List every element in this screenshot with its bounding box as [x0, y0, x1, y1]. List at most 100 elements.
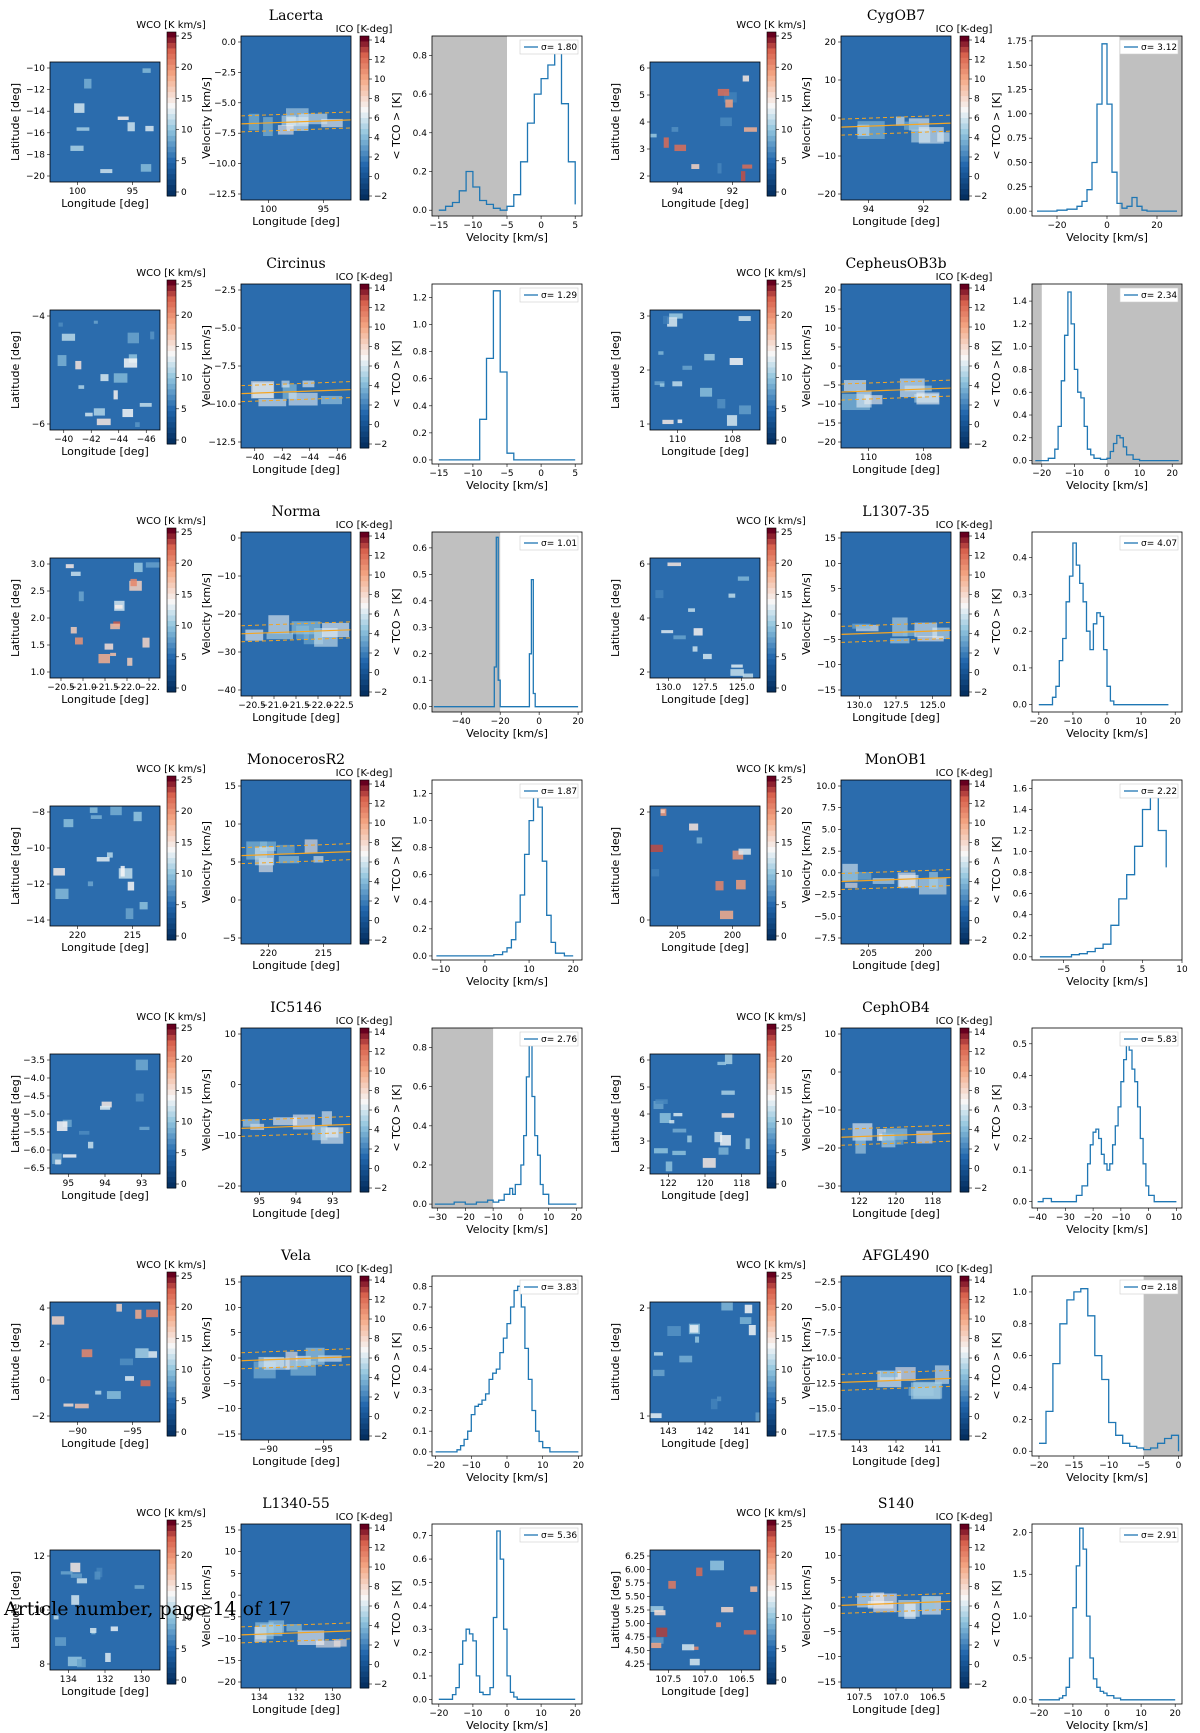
colorbar-step: [767, 1348, 776, 1355]
pv-emission: [297, 1630, 325, 1645]
colorbar-step: [960, 426, 969, 433]
colorbar-step: [767, 185, 776, 192]
legend-label: σ= 4.07: [1141, 539, 1177, 549]
colorbar-step: [960, 1137, 969, 1144]
y-tick-label: −15: [217, 1430, 236, 1440]
colorbar-step: [360, 1429, 369, 1436]
emission-pixel: [139, 902, 148, 910]
colorbar-step: [167, 528, 176, 534]
emission-pixel: [656, 1627, 668, 1637]
colorbar-step: [767, 312, 776, 319]
y-tick-label: 0.0: [413, 456, 428, 466]
y-tick-label: 0.0: [822, 869, 837, 879]
x-axis-label: Longitude [deg]: [252, 1207, 340, 1220]
colorbar-step: [167, 1386, 176, 1393]
colorbar-step: [360, 96, 369, 103]
x-tick-label: −44: [109, 435, 128, 445]
colorbar-tick-label: 25: [781, 1520, 792, 1530]
fit-line: [840, 629, 952, 635]
colorbar-step: [167, 1133, 176, 1140]
colorbar-step: [960, 1677, 969, 1684]
colorbar-step: [360, 652, 369, 659]
colorbar-step: [960, 128, 969, 135]
colorbar-step: [960, 1358, 969, 1364]
colorbar-step: [167, 1056, 176, 1063]
emission-pixel: [53, 1615, 59, 1620]
colorbar-step: [960, 431, 969, 438]
colorbar-step: [360, 183, 369, 190]
colorbar-step: [360, 785, 369, 792]
pv-emission: [259, 1624, 283, 1637]
x-axis-label: Longitude [deg]: [852, 463, 940, 476]
colorbar-tick-label: −2: [374, 1432, 387, 1442]
colorbar-step: [360, 548, 369, 555]
colorbar-step: [767, 345, 776, 352]
colorbar-step: [360, 1164, 369, 1171]
colorbar-step: [767, 836, 776, 843]
colorbar-step: [767, 1370, 776, 1377]
colorbar-step: [167, 670, 176, 677]
y-tick-label: 2: [639, 1304, 645, 1314]
colorbar-tick-label: 4: [374, 1126, 380, 1136]
y-tick-label: 0: [230, 1354, 236, 1364]
colorbar-step: [767, 1056, 776, 1063]
fit-line: [240, 1630, 352, 1636]
colorbar-step: [767, 1144, 776, 1151]
colorbar-tick-label: 0: [181, 436, 187, 446]
legend: σ= 3.12: [1119, 39, 1179, 55]
colorbar-step: [167, 599, 176, 606]
emission-pixel: [653, 1100, 664, 1110]
pv-background: [241, 284, 351, 448]
colorbar-step: [360, 1666, 369, 1673]
colorbar-step: [360, 371, 369, 378]
colorbar-step: [167, 923, 176, 930]
y-axis-label: Velocity [km/s]: [800, 1317, 813, 1399]
colorbar-step: [167, 620, 176, 627]
panel-ic5146: 95 94 93−3.5−4.0−4.5−5.0−5.5−6.0−6.5Longit…: [9, 1000, 582, 1236]
colorbar-step: [960, 553, 969, 560]
y-tick-label: 4: [639, 1110, 645, 1120]
colorbar-step: [360, 382, 369, 389]
wco-map: [650, 310, 760, 430]
fit-line-upper: [240, 111, 352, 117]
emission-pixel: [133, 811, 142, 822]
wco-map: [50, 558, 160, 678]
colorbar-step: [960, 1655, 969, 1662]
colorbar-step: [767, 797, 776, 804]
colorbar-step: [360, 862, 369, 868]
colorbar-tick-label: 0: [781, 684, 787, 694]
fit-line-lower: [240, 637, 352, 643]
colorbar-step: [167, 1392, 176, 1399]
colorbar-tick-label: 0: [181, 188, 187, 198]
y-tick-label: −20: [817, 438, 836, 448]
y-tick-label: 0.2: [1013, 1415, 1027, 1425]
colorbar-step: [167, 427, 176, 434]
colorbar-step: [167, 786, 176, 793]
pv-emission: [302, 380, 315, 388]
colorbar-step: [360, 161, 369, 168]
pv-diagram: [240, 532, 352, 696]
colorbar-step: [167, 394, 176, 401]
colorbar-title: WCO [K km/s]: [136, 1012, 206, 1023]
pv-background: [241, 532, 351, 696]
x-tick-label: 130: [324, 1693, 341, 1703]
colorbar-step: [167, 1149, 176, 1156]
colorbar-step: [767, 179, 776, 186]
colorbar-tick-label: 2: [974, 401, 980, 411]
colorbar-step: [167, 896, 176, 903]
y-tick-label: 4: [639, 614, 645, 624]
colorbar-tick-label: 2: [374, 897, 380, 907]
colorbar-tick-label: 12: [974, 552, 985, 562]
colorbar-step: [767, 648, 776, 655]
colorbar-step: [960, 889, 969, 896]
colorbar-step: [167, 1607, 176, 1614]
colorbar-tick-label: 5: [181, 405, 187, 415]
colorbar-tick-label: 8: [974, 1335, 980, 1345]
emission-pixel: [122, 409, 134, 418]
emission-pixel: [75, 360, 82, 370]
emission-pixel: [71, 1595, 80, 1605]
emission-pixel: [57, 355, 67, 367]
colorbar-step: [167, 179, 176, 186]
x-tick-label: 134: [251, 1693, 268, 1703]
